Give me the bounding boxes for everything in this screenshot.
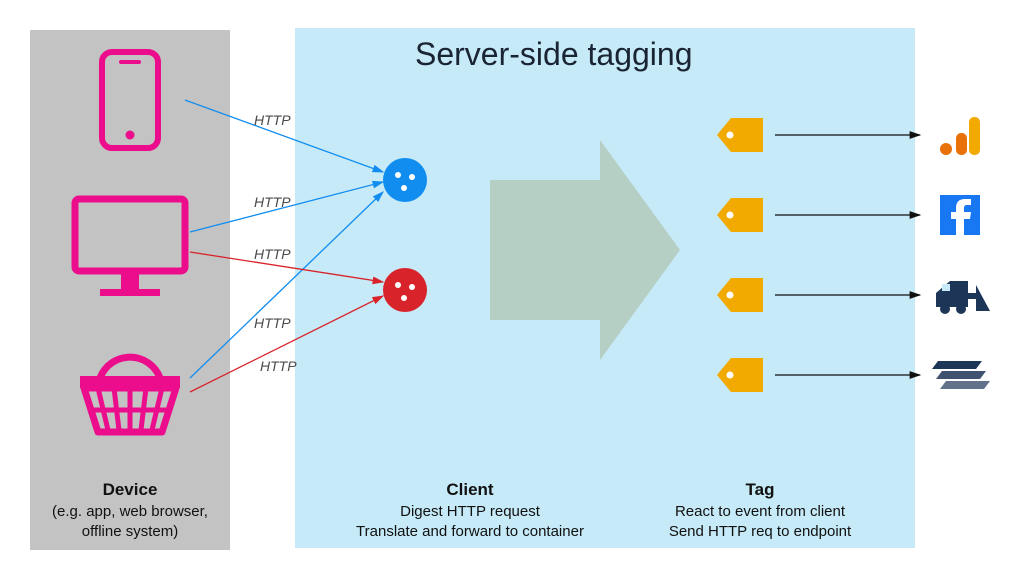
tag-icon xyxy=(717,358,763,392)
http-arrow xyxy=(190,296,383,392)
facebook-icon xyxy=(940,195,980,235)
http-label: HTTP xyxy=(260,358,297,374)
client-node-red xyxy=(383,268,427,312)
tag-column-title: Tag xyxy=(630,480,890,500)
client-column-title: Client xyxy=(320,480,620,500)
monitor-icon xyxy=(75,199,185,296)
device-column-title: Device xyxy=(30,480,230,500)
basket-icon xyxy=(80,357,180,432)
client-column-subtitle: Digest HTTP request Translate and forwar… xyxy=(320,502,620,543)
http-label: HTTP xyxy=(254,112,291,128)
http-label: HTTP xyxy=(254,315,291,331)
analytics-icon xyxy=(940,117,980,155)
http-label: HTTP xyxy=(254,246,291,262)
http-arrow xyxy=(185,100,383,172)
http-arrow xyxy=(190,192,383,378)
http-label: HTTP xyxy=(254,194,291,210)
snowplow-icon xyxy=(936,281,990,314)
tag-icon xyxy=(717,278,763,312)
client-node-blue xyxy=(383,158,427,202)
flow-arrow xyxy=(490,140,680,360)
tag-icon xyxy=(717,198,763,232)
tag-icon xyxy=(717,118,763,152)
stripes-icon xyxy=(932,361,990,389)
device-column-subtitle: (e.g. app, web browser, offline system) xyxy=(30,502,230,543)
phone-icon xyxy=(102,52,158,148)
tag-column-subtitle: React to event from client Send HTTP req… xyxy=(630,502,890,543)
